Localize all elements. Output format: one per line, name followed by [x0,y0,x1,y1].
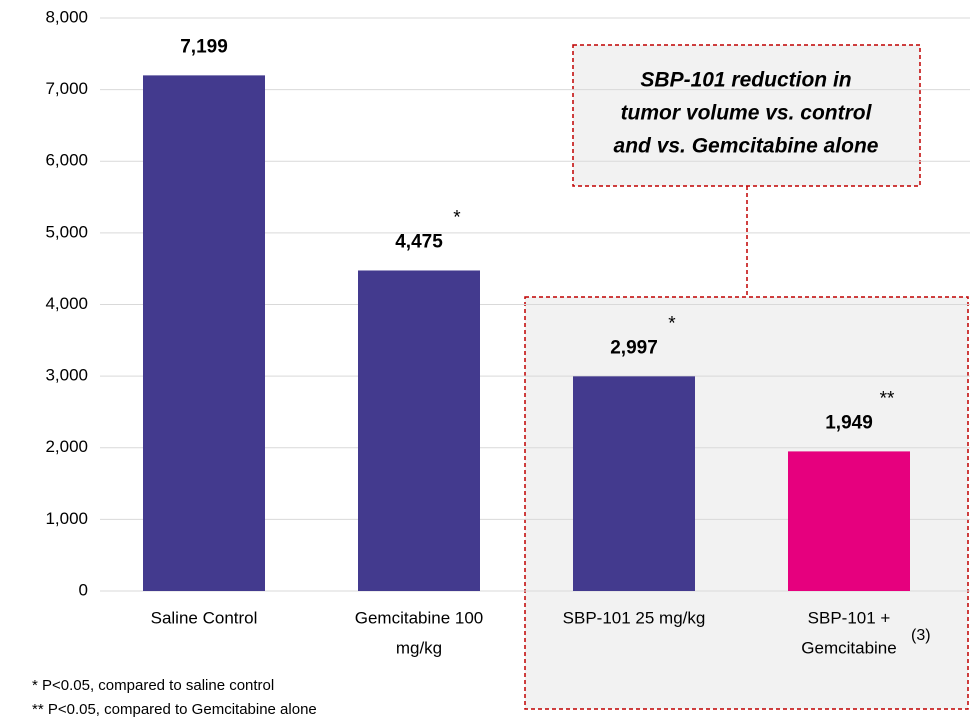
x-tick-label: SBP-101 25 mg/kg [563,608,706,627]
x-tick-label: Saline Control [151,608,258,627]
y-tick-label: 7,000 [45,79,88,98]
callout-text: tumor volume vs. control [621,102,873,125]
footnote: * P<0.05, compared to saline control [32,677,274,694]
significance-mark: * [453,207,461,228]
y-tick-label: 0 [79,580,88,599]
bar [358,270,480,591]
footnote: ** P<0.05, compared to Gemcitabine alone [32,701,317,718]
data-label: 4,475 [395,231,443,252]
y-tick-label: 8,000 [45,7,88,26]
y-tick-label: 6,000 [45,151,88,170]
bar [573,376,695,591]
x-tick-label: mg/kg [396,638,442,657]
callout-text: SBP-101 reduction in [640,69,851,92]
y-tick-label: 2,000 [45,437,88,456]
y-tick-label: 3,000 [45,366,88,385]
y-tick-label: 5,000 [45,222,88,241]
bar [788,451,910,591]
x-tick-label: Gemcitabine [801,638,896,657]
callout-text: and vs. Gemcitabine alone [614,135,879,158]
data-label: 7,199 [180,36,228,57]
y-tick-label: 1,000 [45,509,88,528]
x-tick-label: Gemcitabine 100 [355,608,484,627]
callout-box [572,44,921,187]
data-label: 1,949 [825,412,873,433]
significance-mark: ** [880,388,895,409]
reference: (3) [911,627,931,644]
bar [143,75,265,591]
significance-mark: * [668,313,676,334]
y-tick-label: 4,000 [45,294,88,313]
x-tick-label: SBP-101 + [808,608,891,627]
data-label: 2,997 [610,337,658,358]
